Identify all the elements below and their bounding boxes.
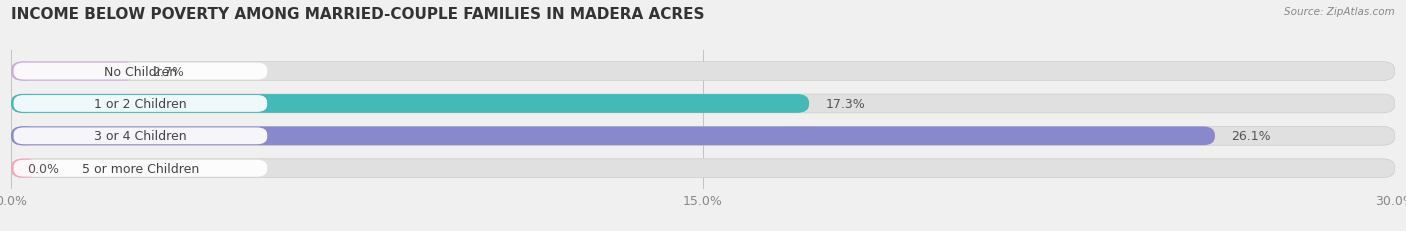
FancyBboxPatch shape bbox=[14, 96, 267, 112]
FancyBboxPatch shape bbox=[11, 159, 38, 178]
Text: Source: ZipAtlas.com: Source: ZipAtlas.com bbox=[1284, 7, 1395, 17]
FancyBboxPatch shape bbox=[14, 160, 267, 177]
Text: 17.3%: 17.3% bbox=[825, 97, 865, 110]
FancyBboxPatch shape bbox=[11, 62, 136, 81]
FancyBboxPatch shape bbox=[14, 63, 267, 80]
FancyBboxPatch shape bbox=[11, 95, 1395, 113]
FancyBboxPatch shape bbox=[11, 95, 808, 113]
FancyBboxPatch shape bbox=[11, 127, 1395, 146]
Text: 2.7%: 2.7% bbox=[152, 65, 184, 78]
FancyBboxPatch shape bbox=[11, 127, 38, 146]
FancyBboxPatch shape bbox=[11, 127, 1215, 146]
Text: 3 or 4 Children: 3 or 4 Children bbox=[94, 130, 187, 143]
Text: INCOME BELOW POVERTY AMONG MARRIED-COUPLE FAMILIES IN MADERA ACRES: INCOME BELOW POVERTY AMONG MARRIED-COUPL… bbox=[11, 7, 704, 22]
Text: 26.1%: 26.1% bbox=[1232, 130, 1271, 143]
FancyBboxPatch shape bbox=[11, 62, 38, 81]
Text: No Children: No Children bbox=[104, 65, 177, 78]
FancyBboxPatch shape bbox=[11, 95, 38, 113]
FancyBboxPatch shape bbox=[11, 62, 1395, 81]
Text: 1 or 2 Children: 1 or 2 Children bbox=[94, 97, 187, 110]
FancyBboxPatch shape bbox=[14, 128, 267, 145]
FancyBboxPatch shape bbox=[11, 159, 1395, 178]
Text: 5 or more Children: 5 or more Children bbox=[82, 162, 200, 175]
Text: 0.0%: 0.0% bbox=[27, 162, 59, 175]
